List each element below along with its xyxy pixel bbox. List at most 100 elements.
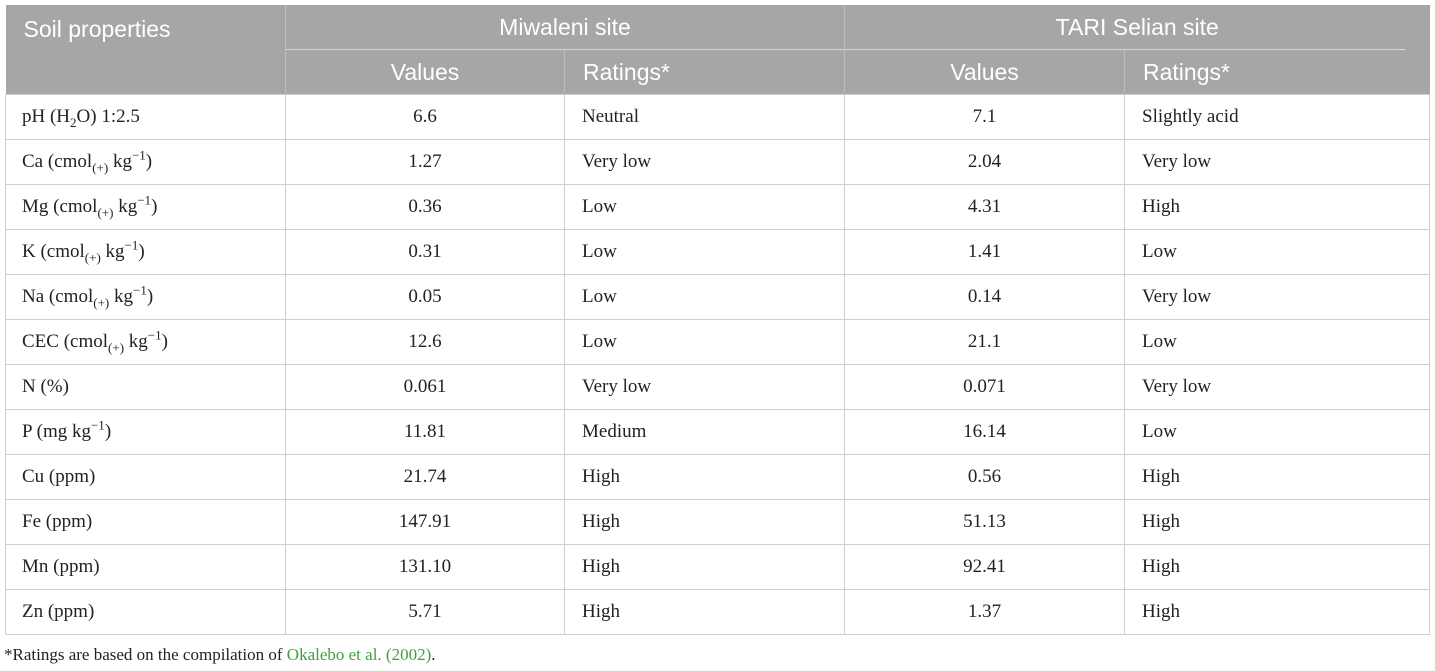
property-sup: −1 [132, 282, 147, 298]
miwaleni-rating-cell: High [564, 589, 845, 635]
table-row: Mn (ppm) 131.10 High 92.41 High [5, 544, 1431, 590]
property-mid: kg [124, 331, 148, 352]
table-footnote: *Ratings are based on the compilation of… [4, 645, 436, 665]
tari-value-cell: 2.04 [844, 139, 1125, 185]
miwaleni-rating-cell: Low [564, 274, 845, 320]
miwaleni-rating-cell: High [564, 499, 845, 545]
miwaleni-value-cell: 12.6 [285, 319, 565, 365]
property-sup: −1 [131, 147, 146, 163]
tari-rating-cell: Very low [1123, 364, 1431, 410]
miwaleni-value-cell: 0.05 [285, 274, 565, 320]
site1-underline [286, 49, 844, 50]
table-body: pH (H2O) 1:2.5 6.6 Neutral 7.1 Slightly acid… [5, 94, 1431, 635]
tari-rating-cell: High [1123, 454, 1431, 500]
property-main: P (mg kg [22, 421, 91, 442]
property-sub: (+) [92, 159, 109, 175]
property-main: K (cmol [22, 241, 85, 262]
miwaleni-rating-cell: Very low [564, 364, 845, 410]
tari-value-cell: 7.1 [844, 94, 1125, 140]
property-mid: kg [113, 196, 138, 217]
property-rest: ) [151, 196, 158, 217]
tari-rating-cell: Low [1123, 319, 1431, 365]
property-rest: ) [161, 331, 168, 352]
soil-properties-table: Soil properties Miwaleni site TARI Selia… [5, 5, 1431, 635]
soil-property-cell: Mn (ppm) [5, 544, 286, 590]
miwaleni-value-cell: 1.27 [285, 139, 565, 185]
soil-property-cell: Zn (ppm) [5, 589, 286, 635]
property-main: Na (cmol [22, 286, 94, 307]
miwaleni-value-cell: 6.6 [285, 94, 565, 140]
soil-property-cell: CEC (cmol(+) kg−1) [5, 319, 286, 365]
tari-rating-cell: High [1123, 184, 1431, 230]
table-row: K (cmol(+) kg−1) 0.31 Low 1.41 Low [5, 229, 1431, 275]
tari-value-cell: 0.14 [844, 274, 1125, 320]
soil-property-cell: Mg (cmol(+) kg−1) [5, 184, 286, 230]
soil-properties-header: Soil properties [5, 5, 286, 95]
footnote-text: *Ratings are based on the compilation of [4, 645, 287, 664]
miwaleni-value-cell: 21.74 [285, 454, 565, 500]
soil-property-cell: Fe (ppm) [5, 499, 286, 545]
miwaleni-ratings-header: Ratings* [564, 50, 845, 95]
table-row: Fe (ppm) 147.91 High 51.13 High [5, 499, 1431, 545]
table-header: Soil properties Miwaleni site TARI Selia… [5, 5, 1430, 95]
soil-property-cell: K (cmol(+) kg−1) [5, 229, 286, 275]
property-mid: kg [109, 286, 133, 307]
property-sub: (+) [108, 339, 125, 355]
table-row: Mg (cmol(+) kg−1) 0.36 Low 4.31 High [5, 184, 1431, 230]
property-main: CEC (cmol [22, 331, 109, 352]
tari-rating-cell: High [1123, 499, 1431, 545]
miwaleni-rating-cell: Very low [564, 139, 845, 185]
table-row: pH (H2O) 1:2.5 6.6 Neutral 7.1 Slightly acid [5, 94, 1431, 140]
miwaleni-rating-cell: High [564, 544, 845, 590]
tari-rating-cell: Slightly acid [1123, 94, 1431, 140]
miwaleni-rating-cell: Low [564, 184, 845, 230]
soil-property-cell: Ca (cmol(+) kg−1) [5, 139, 286, 185]
tari-value-cell: 0.071 [844, 364, 1125, 410]
tari-selian-site-header: TARI Selian site [843, 5, 1430, 50]
property-main: Mn (ppm) [22, 556, 100, 577]
tari-rating-cell: Very low [1123, 139, 1431, 185]
property-main: Mg (cmol [22, 196, 98, 217]
property-sup: −1 [147, 327, 162, 343]
property-mid: kg [108, 151, 132, 172]
miwaleni-value-cell: 0.061 [285, 364, 565, 410]
tari-rating-cell: Very low [1123, 274, 1431, 320]
miwaleni-rating-cell: Neutral [564, 94, 845, 140]
table-row: Cu (ppm) 21.74 High 0.56 High [5, 454, 1431, 500]
table-row: P (mg kg−1) 11.81 Medium 16.14 Low [5, 409, 1431, 455]
tari-value-cell: 4.31 [844, 184, 1125, 230]
tari-rating-cell: Low [1123, 229, 1431, 275]
miwaleni-value-cell: 147.91 [285, 499, 565, 545]
soil-property-cell: Na (cmol(+) kg−1) [5, 274, 286, 320]
miwaleni-site-header: Miwaleni site [285, 5, 845, 50]
property-rest: ) [146, 286, 154, 307]
miwaleni-rating-cell: Low [564, 229, 845, 275]
tari-rating-cell: Low [1123, 409, 1431, 455]
property-main: Zn (ppm) [22, 601, 95, 622]
miwaleni-value-cell: 0.31 [285, 229, 565, 275]
miwaleni-site-label: Miwaleni site [499, 14, 631, 40]
property-sup: −1 [90, 417, 105, 433]
soil-properties-table-container: Soil properties Miwaleni site TARI Selia… [5, 5, 1431, 635]
miwaleni-rating-cell: Medium [564, 409, 845, 455]
soil-property-cell: P (mg kg−1) [5, 409, 286, 455]
header-row-sites: Soil properties Miwaleni site TARI Selia… [5, 5, 1430, 95]
miwaleni-value-cell: 11.81 [285, 409, 565, 455]
property-rest: ) [138, 241, 145, 262]
tari-value-cell: 92.41 [844, 544, 1125, 590]
property-rest: ) [145, 151, 153, 172]
property-sup: −1 [124, 237, 139, 253]
property-sub: (+) [93, 294, 110, 310]
property-main: N (%) [22, 376, 69, 397]
table-row: N (%) 0.061 Very low 0.071 Very low [5, 364, 1431, 410]
property-main: Ca (cmol [22, 151, 93, 172]
tari-selian-site-label: TARI Selian site [1055, 14, 1219, 40]
property-sup: −1 [137, 192, 152, 208]
property-sub: 2 [70, 114, 77, 130]
miwaleni-value-cell: 131.10 [285, 544, 565, 590]
table-row: Na (cmol(+) kg−1) 0.05 Low 0.14 Very low [5, 274, 1431, 320]
footnote-citation-link[interactable]: Okalebo et al. (2002) [286, 645, 432, 664]
soil-property-cell: Cu (ppm) [5, 454, 286, 500]
tari-value-cell: 51.13 [844, 499, 1125, 545]
miwaleni-value-cell: 0.36 [285, 184, 565, 230]
